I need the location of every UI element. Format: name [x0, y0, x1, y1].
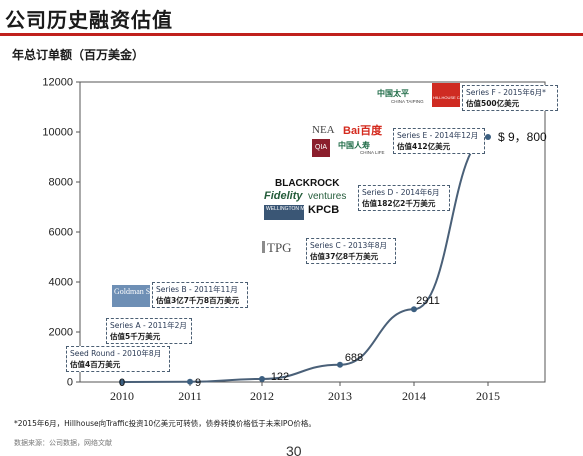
kpcb-logo: KPCB [308, 204, 340, 216]
wellington-logo: WELLINGTON MANAGEMENT [264, 205, 336, 220]
callout-series-f: Series F - 2015年6月* 估值500亿美元 [462, 85, 558, 111]
china-taiping-logo-subtext: CHINA TAIPING [391, 99, 424, 104]
callout-series-a-label: Series A - 2011年2月 [110, 321, 187, 330]
x-tick-label-2011: 2011 [178, 389, 202, 403]
callout-series-e: Series E - 2014年12月 估值412亿美元 [393, 128, 485, 154]
callout-series-a: Series A - 2011年2月 估值5千万美元 [106, 318, 192, 344]
title-divider [0, 33, 583, 36]
callout-series-f-valuation: 估值500亿美元 [466, 99, 520, 108]
y-tick-label-4000: 4000 [49, 277, 73, 289]
callout-seed-round-valuation: 估值4百万美元 [70, 360, 121, 369]
data-label-2013: 688 [345, 352, 363, 364]
x-tick-label-2013: 2013 [328, 389, 352, 403]
blackrock-logo: BLACKROCK [275, 178, 340, 189]
callout-series-c-valuation: 估值37亿8千万美元 [310, 252, 379, 261]
nea-logo: NEA [312, 124, 335, 136]
baidu-logo: Bai百度 [343, 125, 383, 137]
callout-series-d: Series D - 2014年6月 估值182亿2千万美元 [358, 185, 450, 211]
callout-series-c-label: Series C - 2013年8月 [310, 241, 388, 250]
fidelity-ventures-logo: ventures [308, 191, 347, 202]
data-label-2011: 9 [195, 377, 201, 389]
goldman-sachs-logo: Goldman Sachs [112, 285, 164, 307]
tpg-logo: TPG [262, 240, 292, 256]
x-tick-label-2014: 2014 [402, 389, 426, 403]
x-tick-label-2012: 2012 [250, 389, 274, 403]
x-tick-label-2015: 2015 [476, 389, 500, 403]
data-point-2013 [337, 361, 343, 368]
callout-series-d-label: Series D - 2014年6月 [362, 188, 440, 197]
fidelity-logo: Fidelity [264, 190, 303, 202]
callout-seed-round: Seed Round - 2010年8月 估值4百万美元 [66, 346, 170, 372]
data-point-2012 [259, 375, 265, 382]
china-taiping-logo: 中国太平 CHINA TAIPING [377, 88, 424, 104]
source-note: 数据来源：公司数据，网络文献 [14, 439, 112, 447]
data-point-2011 [187, 378, 193, 385]
page-title: 公司历史融资估值 [5, 8, 173, 32]
tpg-logo-text: TPG [267, 240, 292, 255]
callout-series-a-valuation: 估值5千万美元 [110, 332, 161, 341]
footnote: *2015年6月，Hillhouse向Traffic投资10亿美元可转债，债券转… [14, 419, 316, 428]
callout-series-f-label: Series F - 2015年6月* [466, 88, 546, 97]
y-tick-label-6000: 6000 [49, 227, 73, 239]
data-point-2014 [411, 306, 417, 313]
y-tick-label-8000: 8000 [49, 177, 73, 189]
data-point-2010 [119, 379, 125, 385]
china-life-logo: 中国人寿 CHINA LIFE [338, 140, 385, 155]
chart-title: 年总订单额（百万美金） [12, 48, 145, 62]
series-line [121, 136, 489, 383]
callout-seed-round-label: Seed Round - 2010年8月 [70, 349, 162, 358]
china-taiping-logo-text: 中国太平 [377, 89, 409, 98]
y-tick-label-0: 0 [67, 377, 73, 389]
hillhouse-logo: HILLHOUSE CAPITAL [432, 83, 473, 107]
y-tick-label-10000: 10000 [42, 127, 73, 139]
page-number: 30 [286, 443, 302, 456]
data-label-2015: $ 9，800 [498, 130, 547, 144]
callout-series-b-valuation: 估值3亿7千万8百万美元 [156, 296, 240, 305]
callout-series-e-label: Series E - 2014年12月 [397, 131, 479, 140]
data-label-2012: 122 [271, 371, 289, 383]
data-point-2015 [485, 134, 491, 140]
callout-series-d-valuation: 估值182亿2千万美元 [362, 199, 436, 208]
callout-series-b-label: Series B - 2011年11月 [156, 285, 238, 294]
callout-series-e-valuation: 估值412亿美元 [397, 142, 451, 151]
data-label-2010: 0 [119, 377, 125, 389]
china-life-logo-subtext: CHINA LIFE [360, 150, 385, 155]
callout-series-b: Series B - 2011年11月 估值3亿7千万8百万美元 [152, 282, 248, 308]
y-tick-label-2000: 2000 [49, 327, 73, 339]
data-label-2014: 2911 [416, 295, 440, 307]
x-tick-label-2010: 2010 [110, 389, 134, 403]
callout-series-c: Series C - 2013年8月 估值37亿8千万美元 [306, 238, 396, 264]
qia-logo: QIA [312, 139, 330, 157]
y-tick-label-12000: 12000 [42, 77, 73, 89]
china-life-logo-text: 中国人寿 [338, 141, 370, 150]
